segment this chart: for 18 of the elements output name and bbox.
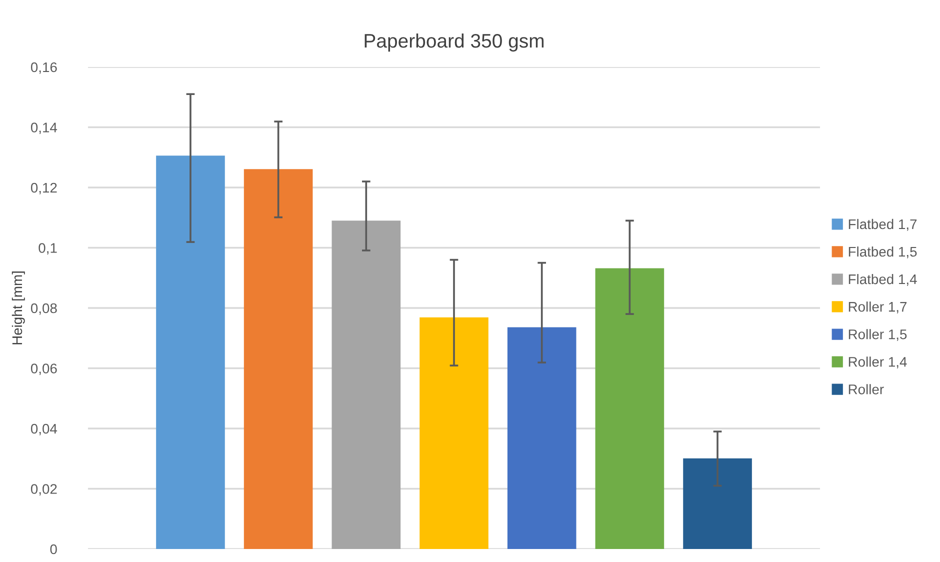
legend-label: Flatbed 1,7: [848, 218, 917, 231]
y-tick-label: 0,14: [30, 122, 58, 134]
y-tick-label: 0,16: [30, 62, 57, 74]
legend-label: Roller 1,5: [848, 329, 907, 341]
legend-label: Roller: [848, 384, 884, 394]
legend-label: Flatbed 1,4: [848, 274, 917, 286]
legend-label: Roller 1,7: [848, 302, 907, 314]
legend-label: Flatbed 1,5: [848, 246, 917, 258]
legend-label: Roller 1,4: [848, 356, 907, 368]
y-axis-title: Height [mm]: [12, 272, 25, 344]
y-tick-label: 0,08: [30, 303, 57, 315]
y-tick-label: 0,12: [30, 182, 57, 194]
y-tick-label: 0,04: [30, 424, 58, 436]
y-tick-label: 0: [50, 544, 57, 554]
y-tick-label: 0,06: [30, 364, 57, 376]
y-tick-label: 0,02: [30, 484, 57, 496]
chart-title: Paperboard 350 gsm: [364, 33, 544, 52]
y-tick-label: 0,1: [38, 243, 57, 255]
